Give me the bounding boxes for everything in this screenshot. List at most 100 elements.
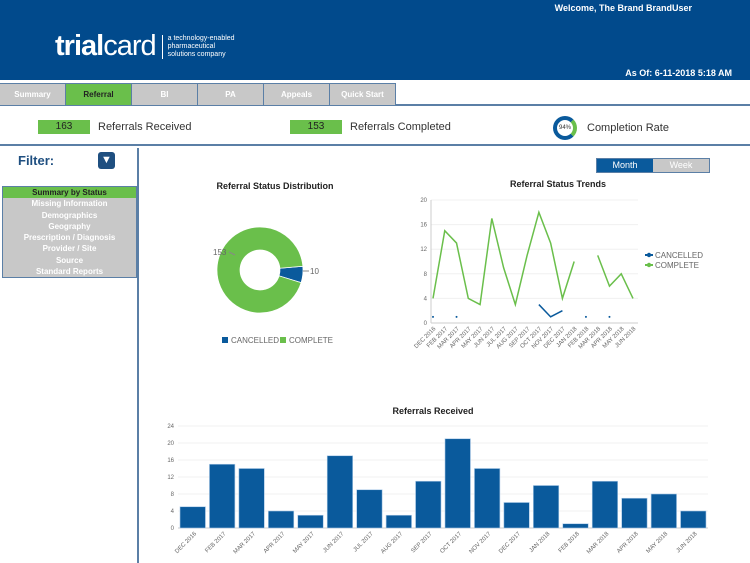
x-tick: OCT 2017: [439, 531, 463, 555]
pie-label-complete: 153: [213, 248, 227, 257]
legend-marker: [646, 262, 652, 268]
tab-pa[interactable]: PA: [198, 83, 264, 105]
y-tick: 16: [167, 458, 174, 464]
bar: [326, 455, 353, 529]
y-tick: 24: [167, 424, 174, 430]
y-tick: 8: [171, 492, 175, 498]
x-tick: NOV 2017: [469, 531, 494, 556]
series-point-cancelled: [432, 315, 434, 318]
menu-item-missing-information[interactable]: Missing Information: [31, 199, 108, 209]
y-tick: 16: [420, 223, 427, 229]
bar: [385, 514, 412, 529]
completion-ring: 94%: [553, 116, 577, 140]
stat-completion-rate: 94% Completion Rate: [553, 116, 669, 140]
welcome-text: Welcome, The Brand BrandUser: [554, 3, 692, 13]
bar: [356, 489, 383, 529]
menu-item-demographics[interactable]: Demographics: [41, 210, 98, 220]
tab-quick-start[interactable]: Quick Start: [330, 83, 396, 105]
bar: [503, 502, 530, 529]
x-tick: MAY 2017: [292, 531, 316, 555]
label-leader: [228, 251, 236, 256]
funnel-icon[interactable]: ▼: [98, 152, 115, 169]
x-tick: FEB 2017: [204, 531, 228, 555]
y-tick: 8: [424, 272, 428, 278]
tab-appeals[interactable]: Appeals: [264, 83, 330, 105]
legend-swatch: [280, 337, 286, 343]
menu-item-source[interactable]: Source: [55, 255, 84, 265]
series-point-cancelled: [455, 315, 458, 318]
menu-item-standard-reports[interactable]: Standard Reports: [35, 267, 104, 277]
logo: trialcard a technology-enabled pharmaceut…: [55, 30, 235, 62]
y-tick: 0: [424, 321, 428, 327]
header: Welcome, The Brand BrandUser trialcard a…: [0, 0, 750, 80]
filter-label: Filter:: [18, 153, 55, 168]
bar: [650, 493, 677, 529]
x-tick: APR 2017: [263, 531, 287, 555]
x-tick: MAR 2017: [233, 531, 258, 556]
x-tick: FEB 2018: [558, 531, 582, 555]
series-line-cancelled: [538, 304, 563, 318]
x-tick: JUL 2017: [353, 531, 376, 554]
legend-label: CANCELLED: [655, 251, 703, 260]
legend-label: CANCELLED: [231, 336, 279, 345]
bar: [621, 497, 648, 529]
pie-label-cancelled: 10: [310, 267, 319, 276]
bar: [680, 510, 707, 529]
x-tick: JUN 2017: [322, 531, 346, 555]
bar: [591, 480, 618, 529]
x-tick: MAR 2018: [586, 531, 611, 556]
bar: [474, 468, 501, 529]
bar: [415, 480, 442, 529]
filter-menu: Summary by Status Missing Information De…: [2, 186, 137, 279]
period-toggle: Month Week: [596, 158, 710, 173]
bar: [297, 514, 324, 529]
bar: [444, 438, 471, 529]
legend-swatch: [222, 337, 228, 343]
bar: [533, 485, 560, 529]
series-point-cancelled: [584, 315, 587, 318]
bar: [562, 523, 589, 529]
sidebar: Filter: ▼ Summary by Status Missing Info…: [0, 148, 139, 563]
as-of-timestamp: As Of: 6-11-2018 5:18 AM: [625, 68, 732, 78]
bar-title: Referrals Received: [392, 406, 473, 416]
tab-referral[interactable]: Referral: [66, 83, 132, 105]
x-tick: SEP 2017: [410, 531, 434, 555]
menu-item-geography[interactable]: Geography: [48, 221, 91, 231]
series-line-complete: [597, 255, 634, 299]
y-tick: 12: [167, 475, 174, 481]
x-tick: JAN 2018: [529, 531, 552, 554]
bar: [179, 506, 206, 529]
bar: [209, 463, 236, 529]
y-tick: 20: [167, 441, 174, 447]
legend-marker: [646, 252, 652, 258]
x-tick: JUN 2018: [676, 531, 700, 555]
stats-bar: 163 Referrals Received 153 Referrals Compl…: [0, 108, 750, 146]
menu-item-prescription-diagnosis[interactable]: Prescription / Diagnosis: [23, 233, 116, 243]
pie-title: Referral Status Distribution: [216, 181, 333, 191]
legend-label: COMPLETE: [655, 261, 699, 270]
menu-item-summary-by-status[interactable]: Summary by Status: [3, 187, 136, 199]
series-line-complete: [432, 209, 575, 308]
month-button[interactable]: Month: [597, 159, 653, 172]
x-tick: DEC 2017: [498, 531, 522, 555]
main-tabs: Summary Referral BI PA Appeals Quick Sta…: [0, 83, 750, 106]
x-tick: DEC 2016: [174, 531, 198, 555]
trend-title: Referral Status Trends: [510, 179, 606, 189]
bar: [268, 510, 295, 529]
y-tick: 0: [171, 526, 175, 532]
tab-summary[interactable]: Summary: [0, 83, 66, 105]
stat-received: 163 Referrals Received: [38, 120, 192, 134]
x-tick: APR 2018: [616, 531, 640, 555]
bar: [238, 468, 265, 529]
pie-slice-complete: [216, 226, 304, 314]
y-tick: 4: [171, 509, 175, 515]
week-button[interactable]: Week: [653, 159, 709, 172]
x-tick: MAY 2018: [646, 531, 670, 555]
y-tick: 12: [420, 247, 427, 253]
menu-item-provider-site[interactable]: Provider / Site: [42, 244, 97, 254]
x-tick: AUG 2017: [380, 531, 405, 556]
y-tick: 4: [424, 296, 428, 302]
y-tick: 20: [420, 198, 427, 204]
tab-bi[interactable]: BI: [132, 83, 198, 105]
